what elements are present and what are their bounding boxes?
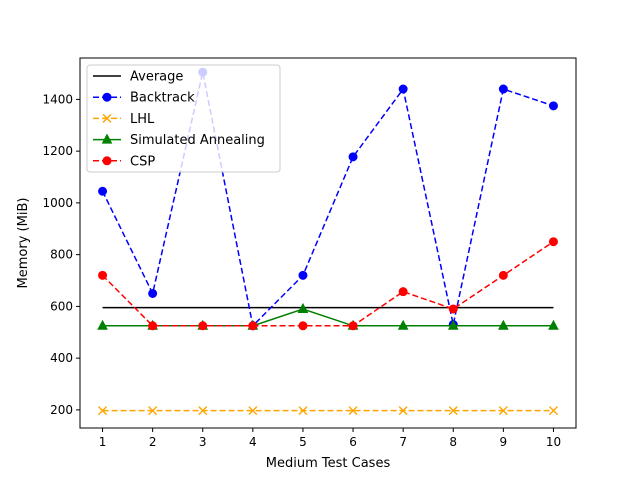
point-csp-1 xyxy=(98,270,108,280)
y-tick-label-800: 800 xyxy=(50,248,73,262)
point-lhl-7 xyxy=(398,406,408,416)
point-lhl-9-stroke-b xyxy=(498,406,508,416)
legend-label-csp: CSP xyxy=(130,154,155,169)
x-tick-label-2: 2 xyxy=(149,435,157,449)
point-backtrack-1 xyxy=(98,186,108,196)
point-csp-6 xyxy=(348,321,358,331)
legend-label-average: Average xyxy=(130,70,183,85)
series-line-simulated-annealing xyxy=(102,308,554,327)
x-tick-label-9: 9 xyxy=(500,435,508,449)
legend-entry-backtrack: Backtrack xyxy=(93,91,195,106)
point-lhl-10 xyxy=(548,406,558,416)
legend-entry-lhl: LHL xyxy=(93,112,155,127)
point-simulated-annealing-9 xyxy=(498,319,509,330)
series-line-backtrack xyxy=(101,72,554,328)
point-backtrack-7 xyxy=(398,84,408,94)
legend-label-simulated-annealing: Simulated Annealing xyxy=(130,133,265,148)
point-simulated-annealing-8 xyxy=(447,319,459,330)
plot-frame xyxy=(79,57,577,429)
x-tick-label-7: 7 xyxy=(399,435,407,449)
point-simulated-annealing-10 xyxy=(548,319,559,330)
y-tick-label-1000: 1000 xyxy=(42,196,73,210)
legend-label-lhl: LHL xyxy=(130,112,155,127)
point-simulated-annealing-7 xyxy=(397,319,409,330)
x-axis-title: Medium Test Cases xyxy=(266,456,391,471)
point-lhl-3 xyxy=(198,406,208,416)
point-lhl-7-stroke-b xyxy=(398,406,408,416)
x-tick-label-5: 5 xyxy=(299,435,307,449)
x-axis: 1 2 3 4 5 6 7 8 9 10 xyxy=(99,428,561,449)
y-tick-label-1200: 1200 xyxy=(42,144,73,158)
y-tick-label-400: 400 xyxy=(50,351,73,365)
legend-marker-backtrack xyxy=(102,92,112,102)
legend: Average Backtrack LHL Simulated Annealing CS… xyxy=(86,64,281,173)
point-csp-3 xyxy=(198,321,208,331)
point-lhl-10-stroke-b xyxy=(548,406,558,416)
point-lhl-2-stroke-b xyxy=(148,406,158,416)
point-simulated-annealing-5 xyxy=(297,302,309,313)
point-lhl-8-stroke-b xyxy=(448,406,458,416)
legend-marker-simulated-annealing xyxy=(101,133,113,144)
legend-marker-lhl-stroke-b xyxy=(102,113,112,123)
x-tick-label-10: 10 xyxy=(546,435,561,449)
point-csp-5 xyxy=(298,321,308,331)
point-csp-7 xyxy=(398,287,408,297)
legend-box xyxy=(86,64,281,173)
legend-entry-csp: CSP xyxy=(93,154,155,169)
point-simulated-annealing-1 xyxy=(97,319,108,330)
point-lhl-2 xyxy=(148,406,158,416)
legend-label-backtrack: Backtrack xyxy=(130,91,195,106)
x-tick-label-8: 8 xyxy=(449,435,457,449)
x-tick-label-3: 3 xyxy=(199,435,207,449)
legend-marker-csp xyxy=(102,156,112,166)
x-tick-label-6: 6 xyxy=(349,435,357,449)
point-lhl-3-stroke-b xyxy=(198,406,208,416)
legend-entry-average: Average xyxy=(93,70,183,85)
point-backtrack-6 xyxy=(348,152,358,162)
x-tick-label-4: 4 xyxy=(249,435,257,449)
series-csp xyxy=(98,237,558,331)
point-lhl-6-stroke-b xyxy=(348,406,358,416)
legend-marker-lhl xyxy=(102,113,112,123)
point-lhl-4-stroke-b xyxy=(248,406,258,416)
x-tick-label-1: 1 xyxy=(99,435,107,449)
point-lhl-4 xyxy=(248,406,258,416)
point-csp-2 xyxy=(148,321,158,331)
legend-entry-simulated-annealing: Simulated Annealing xyxy=(93,133,265,148)
point-backtrack-2 xyxy=(148,288,158,298)
point-csp-9 xyxy=(498,270,508,280)
point-backtrack-5 xyxy=(298,270,308,280)
y-axis-title: Memory (MiB) xyxy=(16,198,31,289)
series-line-csp xyxy=(102,241,554,327)
series-lhl xyxy=(98,406,558,416)
point-lhl-5 xyxy=(298,406,308,416)
point-csp-4 xyxy=(248,321,258,331)
point-lhl-8 xyxy=(448,406,458,416)
y-axis: 200 400 600 800 1000 1200 1400 xyxy=(42,92,80,417)
y-tick-label-200: 200 xyxy=(50,403,73,417)
point-backtrack-10 xyxy=(548,101,558,111)
point-csp-10 xyxy=(548,237,558,247)
y-tick-label-1400: 1400 xyxy=(42,92,73,106)
y-tick-label-600: 600 xyxy=(50,299,73,313)
point-lhl-1 xyxy=(98,406,108,416)
point-backtrack-9 xyxy=(498,84,508,94)
point-csp-8 xyxy=(448,304,458,314)
point-lhl-5-stroke-b xyxy=(298,406,308,416)
point-lhl-9 xyxy=(498,406,508,416)
point-lhl-1-stroke-b xyxy=(98,406,108,416)
point-lhl-6 xyxy=(348,406,358,416)
